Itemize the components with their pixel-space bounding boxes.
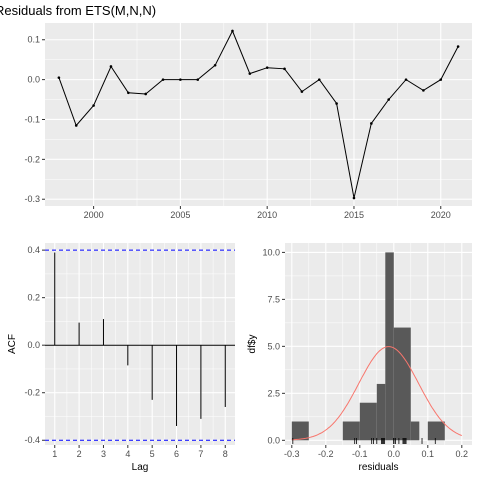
x-tick-label: 4 (125, 449, 130, 459)
x-tick-label: 2 (77, 449, 82, 459)
histogram-bar (291, 421, 309, 441)
residual-point (265, 66, 269, 69)
y-tick-label: -0.1 (24, 114, 40, 124)
x-tick-label: 6 (174, 449, 179, 459)
x-tick-label: 0.1 (422, 449, 435, 459)
y-tick-label: 10.0 (262, 247, 280, 257)
x-tick-label: -0.1 (352, 449, 368, 459)
y-tick-label: 0.0 (27, 75, 40, 85)
normal-density-curve (291, 346, 462, 441)
residual-point (300, 90, 304, 93)
residual-point (387, 98, 390, 101)
x-axis-label: Lag (132, 462, 149, 473)
residual-series-line (58, 29, 459, 199)
histogram-bar (427, 421, 445, 441)
acf-panel: -0.4 -0.2 0.0 0.2 0.4 1 2 3 4 5 6 7 8 Lag ACF (7, 243, 235, 473)
residual-histogram-panel: 0.0 2.5 5.0 7.5 10.0 -0.3 -0.2 -0.1 0.0 0.1 0.2 res… (247, 243, 472, 473)
residual-point (196, 78, 200, 81)
residual-point (439, 78, 443, 81)
residual-point (231, 29, 234, 33)
x-tick-label: -0.3 (284, 449, 300, 459)
x-tick-label: 2010 (257, 210, 277, 220)
x-tick-label: 2015 (344, 210, 364, 220)
residual-point (404, 78, 408, 81)
x-tick-label: 3 (101, 449, 106, 459)
residual-point (57, 76, 61, 79)
x-tick-label: 5 (150, 449, 155, 459)
residual-point (335, 102, 338, 105)
residual-point (248, 72, 252, 75)
y-tick-label: 0.1 (27, 35, 40, 45)
residual-point (370, 122, 373, 125)
panel-background (45, 23, 472, 206)
y-axis-label: df$y (247, 335, 258, 354)
y-axis-label: ACF (7, 334, 18, 354)
y-tick-label: 7.5 (267, 294, 280, 304)
x-tick-label: 2000 (84, 210, 104, 220)
residual-point (144, 92, 147, 96)
residual-point (456, 45, 460, 48)
x-tick-label: 2020 (431, 210, 451, 220)
y-tick-label: 0.2 (27, 293, 40, 303)
histogram-bar (393, 327, 411, 441)
residual-point (352, 196, 356, 200)
chart-title: Residuals from ETS(M,N,N) (0, 3, 156, 18)
residual-point (127, 91, 130, 95)
residual-point (317, 78, 321, 81)
y-tick-label: 0.0 (27, 340, 40, 350)
residuals-time-series-panel: -0.3 -0.2 -0.1 0.0 0.1 2000 2005 2010 2015 2020 Re… (0, 3, 472, 220)
x-tick-label: 0.0 (388, 449, 401, 459)
y-tick-label: 5.0 (267, 341, 280, 351)
residual-point (109, 65, 113, 68)
x-tick-label: 2005 (170, 210, 190, 220)
residual-point (179, 78, 182, 81)
x-tick-label: 1 (52, 449, 57, 459)
residual-point (422, 89, 425, 92)
x-tick-label: 7 (198, 449, 203, 459)
residual-point (213, 63, 217, 67)
residual-point (161, 78, 165, 81)
x-tick-label: 0.2 (456, 449, 469, 459)
histogram-bar (410, 421, 420, 441)
y-tick-label: 2.5 (267, 388, 280, 398)
residual-point (283, 67, 286, 71)
histogram-bar (376, 383, 386, 441)
y-tick-label: 0.4 (27, 245, 40, 255)
residual-point (92, 104, 95, 107)
histogram-bar (342, 421, 360, 441)
x-axis-label: residuals (358, 462, 398, 473)
y-tick-label: -0.2 (24, 154, 40, 164)
x-tick-label: 8 (223, 449, 228, 459)
y-tick-label: -0.4 (24, 435, 40, 445)
y-tick-label: -0.3 (24, 194, 40, 204)
residual-point (74, 124, 78, 127)
y-tick-label: 0.0 (267, 435, 280, 445)
y-tick-label: -0.2 (24, 388, 40, 398)
x-tick-label: -0.2 (318, 449, 334, 459)
histogram-bar (359, 402, 377, 441)
